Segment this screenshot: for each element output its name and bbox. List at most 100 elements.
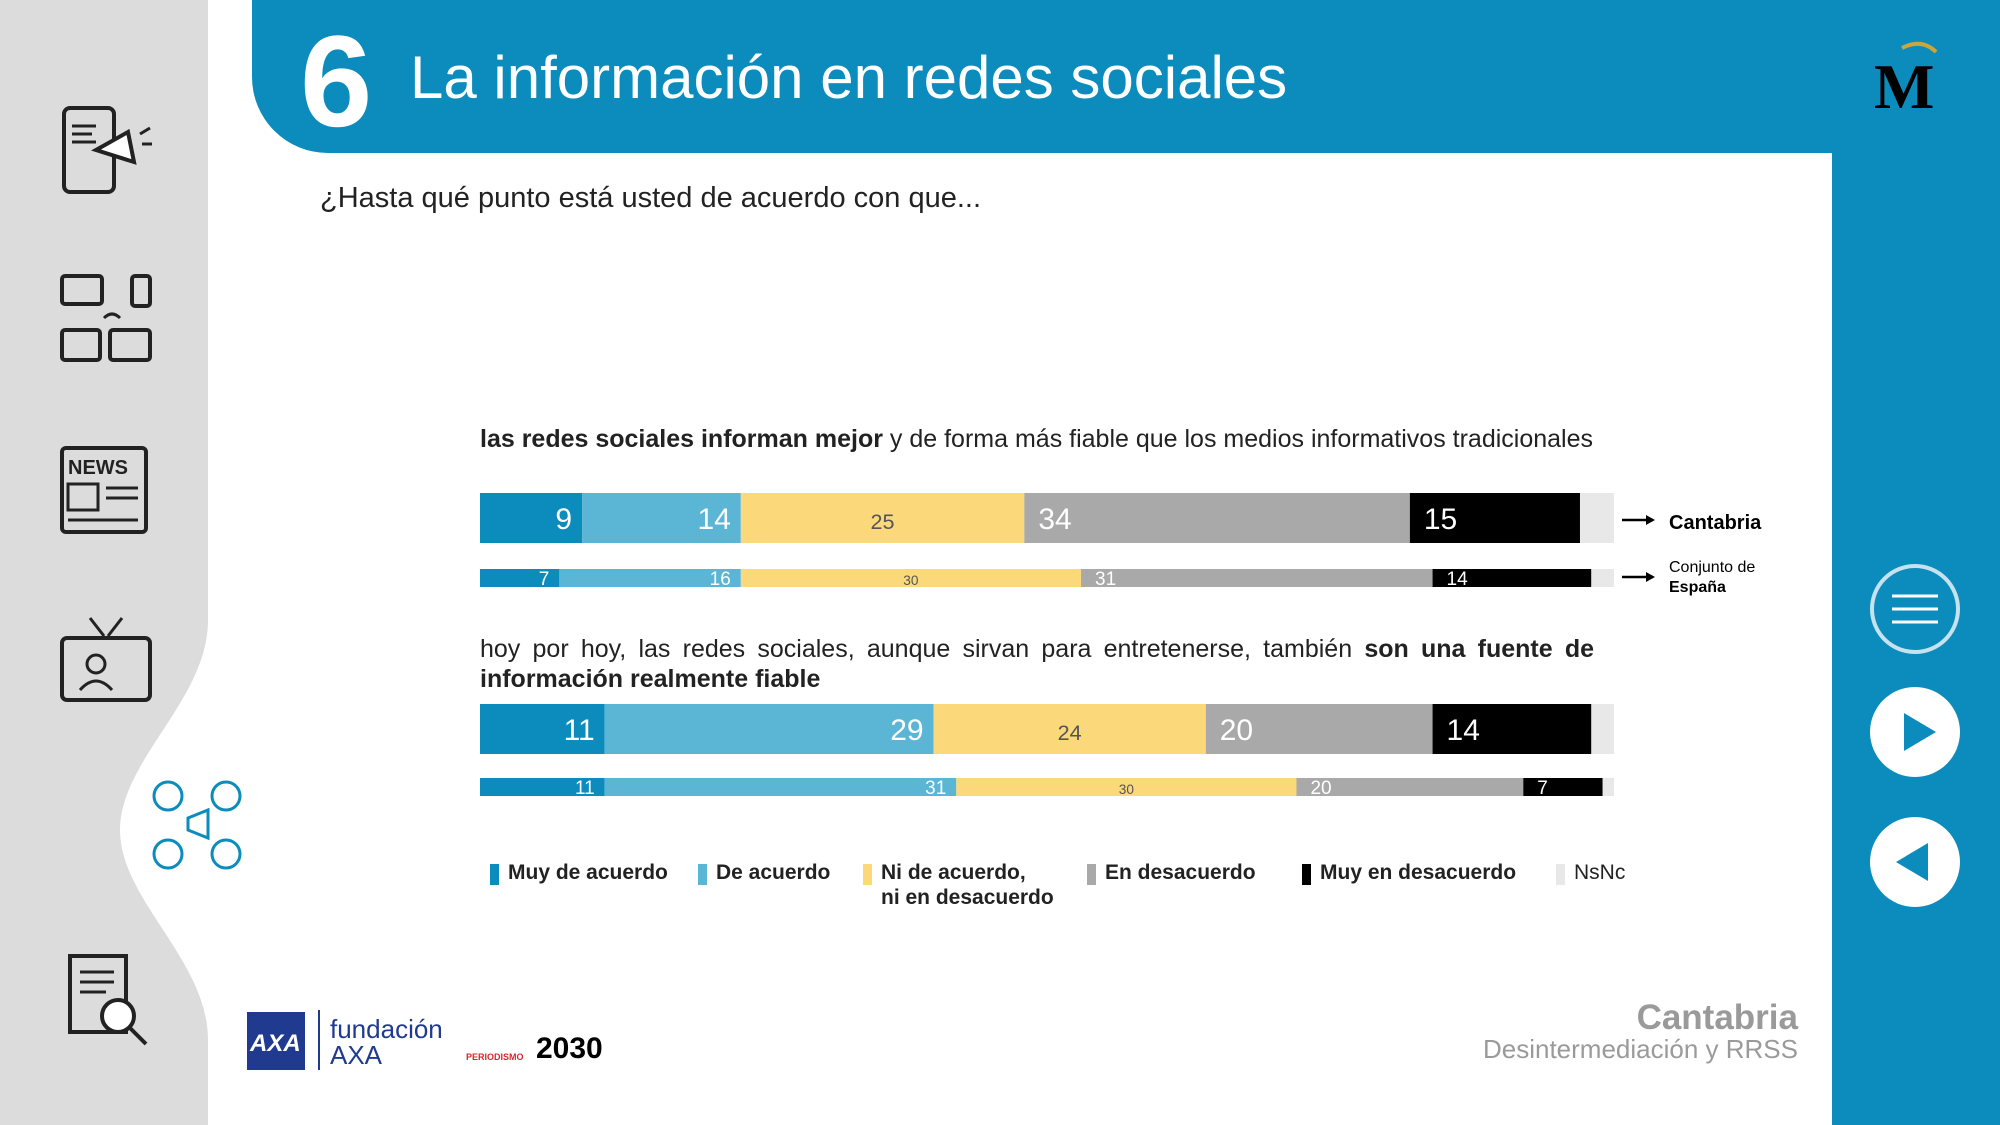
legend-swatch-nsnc xyxy=(1556,864,1565,885)
axa-logo xyxy=(247,1012,305,1070)
next-button[interactable] xyxy=(1870,687,1960,777)
hamburger-icon xyxy=(1892,594,1938,624)
statement-1-rest: y de forma más fiable que los medios inf… xyxy=(882,425,1594,453)
bar-segment xyxy=(1296,778,1524,796)
legend-muy-en-desacuerdo: Muy en desacuerdo xyxy=(1320,861,1517,884)
legend-nsnc: NsNc xyxy=(1574,861,1626,884)
legend-ni-de-acuerdo-line1: Ni de acuerdo, xyxy=(881,861,1026,884)
legend-ni-de-acuerdo: Ni de acuerdo, ni en desacuerdo xyxy=(881,860,1054,910)
right-panel xyxy=(1832,0,2000,1125)
legend-swatch-de-acuerdo xyxy=(698,864,707,885)
legend-en-desacuerdo: En desacuerdo xyxy=(1105,861,1256,884)
svg-text:M: M xyxy=(1874,51,1934,118)
statement-2-lead: hoy por hoy, las redes sociales, aunque … xyxy=(480,635,1365,663)
phone-megaphone-icon[interactable] xyxy=(56,100,156,200)
bar-value-label: 25 xyxy=(871,509,895,534)
header-band xyxy=(252,0,1832,153)
legend-swatch-ni-de-acuerdo xyxy=(863,864,872,885)
legend-swatch-muy-en-desacuerdo xyxy=(1302,864,1311,885)
statement-2: hoy por hoy, las redes sociales, aunque … xyxy=(480,634,1594,694)
bar-segment xyxy=(1591,569,1614,587)
bar-segment xyxy=(604,704,934,754)
bar-segment xyxy=(933,704,1206,754)
play-icon xyxy=(1904,713,1936,751)
bar-value-label: 14 xyxy=(697,503,730,536)
bar-segment xyxy=(480,493,583,543)
back-button[interactable] xyxy=(1870,817,1960,907)
document-search-icon[interactable] xyxy=(56,950,156,1050)
footer-subtitle: Desintermediación y RRSS xyxy=(1482,1034,1798,1064)
fundacion-axa-text: AXA xyxy=(330,1040,383,1070)
bar-value-label: 24 xyxy=(1058,720,1082,745)
bar-segment xyxy=(1409,493,1580,543)
sidebar-curve xyxy=(120,620,208,1040)
bar-value-label: 20 xyxy=(1310,778,1331,799)
bar-value-label: 7 xyxy=(539,569,550,590)
row-label-espana-2: España xyxy=(1669,579,1726,596)
bar-segment xyxy=(1432,704,1592,754)
svg-text:NEWS: NEWS xyxy=(68,457,128,479)
bar-segment xyxy=(740,493,1025,543)
bar-value-label: 34 xyxy=(1038,503,1071,536)
bar-value-label: 30 xyxy=(903,573,919,588)
legend-ni-de-acuerdo-line2: ni en desacuerdo xyxy=(881,886,1054,909)
row-label-cantabria: Cantabria xyxy=(1669,512,1762,534)
bar-segment xyxy=(1523,778,1603,796)
page-title: La información en redes sociales xyxy=(410,44,1288,111)
bar-value-label: 29 xyxy=(890,714,923,747)
fundacion-text: fundación xyxy=(330,1014,443,1044)
footer-region: Cantabria xyxy=(1636,998,1798,1037)
bar-value-label: 16 xyxy=(710,569,731,590)
legend-swatch-muy-de-acuerdo xyxy=(490,864,499,885)
legend-muy-de-acuerdo: Muy de acuerdo xyxy=(508,861,668,884)
statement-2-bold: son una fuente de información realmente … xyxy=(480,635,1595,693)
bar-value-label: 31 xyxy=(925,778,946,799)
axa-logo-text: AXA xyxy=(250,1030,301,1057)
bar-segment xyxy=(1591,704,1614,754)
tv-presenter-icon[interactable] xyxy=(56,610,156,710)
bar-segment xyxy=(582,493,741,543)
bar-segment xyxy=(1205,704,1433,754)
row-arrows xyxy=(1622,515,1655,582)
bar-segment xyxy=(1602,778,1614,796)
bar-segment xyxy=(480,704,605,754)
bar-segment xyxy=(956,778,1297,796)
bar-segment xyxy=(1081,569,1433,587)
bar-value-label: 30 xyxy=(1119,782,1135,797)
bar-value-label: 14 xyxy=(1447,569,1469,590)
bar-segment xyxy=(604,778,957,796)
bar-value-label: 15 xyxy=(1424,503,1457,536)
fundacion-divider xyxy=(318,1010,320,1070)
bar-segment xyxy=(480,778,605,796)
back-icon xyxy=(1896,843,1928,881)
bar-segment xyxy=(1579,493,1614,543)
bar-value-label: 14 xyxy=(1447,714,1480,747)
bar-segment xyxy=(559,569,741,587)
question-text: ¿Hasta qué punto está usted de acuerdo c… xyxy=(320,182,982,214)
statement-1: las redes sociales informan mejor y de f… xyxy=(480,424,1594,454)
bar-value-label: 7 xyxy=(1537,778,1548,799)
legend-swatch-en-desacuerdo xyxy=(1087,864,1096,885)
menu-button[interactable] xyxy=(1870,564,1960,654)
bar-segment xyxy=(1432,569,1592,587)
newspaper-icon[interactable]: NEWS xyxy=(56,440,156,540)
bar-value-label: 31 xyxy=(1095,569,1116,590)
social-media-icon[interactable] xyxy=(148,776,248,876)
bar-segment xyxy=(740,569,1082,587)
bar-segment xyxy=(1024,493,1410,543)
periodismo-2030-logo: 2030 xyxy=(536,1032,603,1065)
statement-1-bold: las redes sociales informan mejor xyxy=(480,425,883,453)
legend-de-acuerdo: De acuerdo xyxy=(716,861,831,884)
bar-value-label: 11 xyxy=(564,714,595,747)
section-number: 6 xyxy=(300,8,373,154)
devices-icon[interactable] xyxy=(56,270,156,370)
bar-value-label: 20 xyxy=(1220,714,1253,747)
row-label-espana-1: Conjunto de xyxy=(1669,559,1755,576)
m-logo-icon[interactable]: M xyxy=(1872,38,1952,118)
bar-value-label: 11 xyxy=(575,778,595,799)
bar-segment xyxy=(480,569,560,587)
bar-value-label: 9 xyxy=(555,503,572,536)
periodismo-logo-small: PERIODISMO xyxy=(466,1052,524,1062)
fundacion-axa-logo: fundación AXA xyxy=(330,1016,443,1068)
